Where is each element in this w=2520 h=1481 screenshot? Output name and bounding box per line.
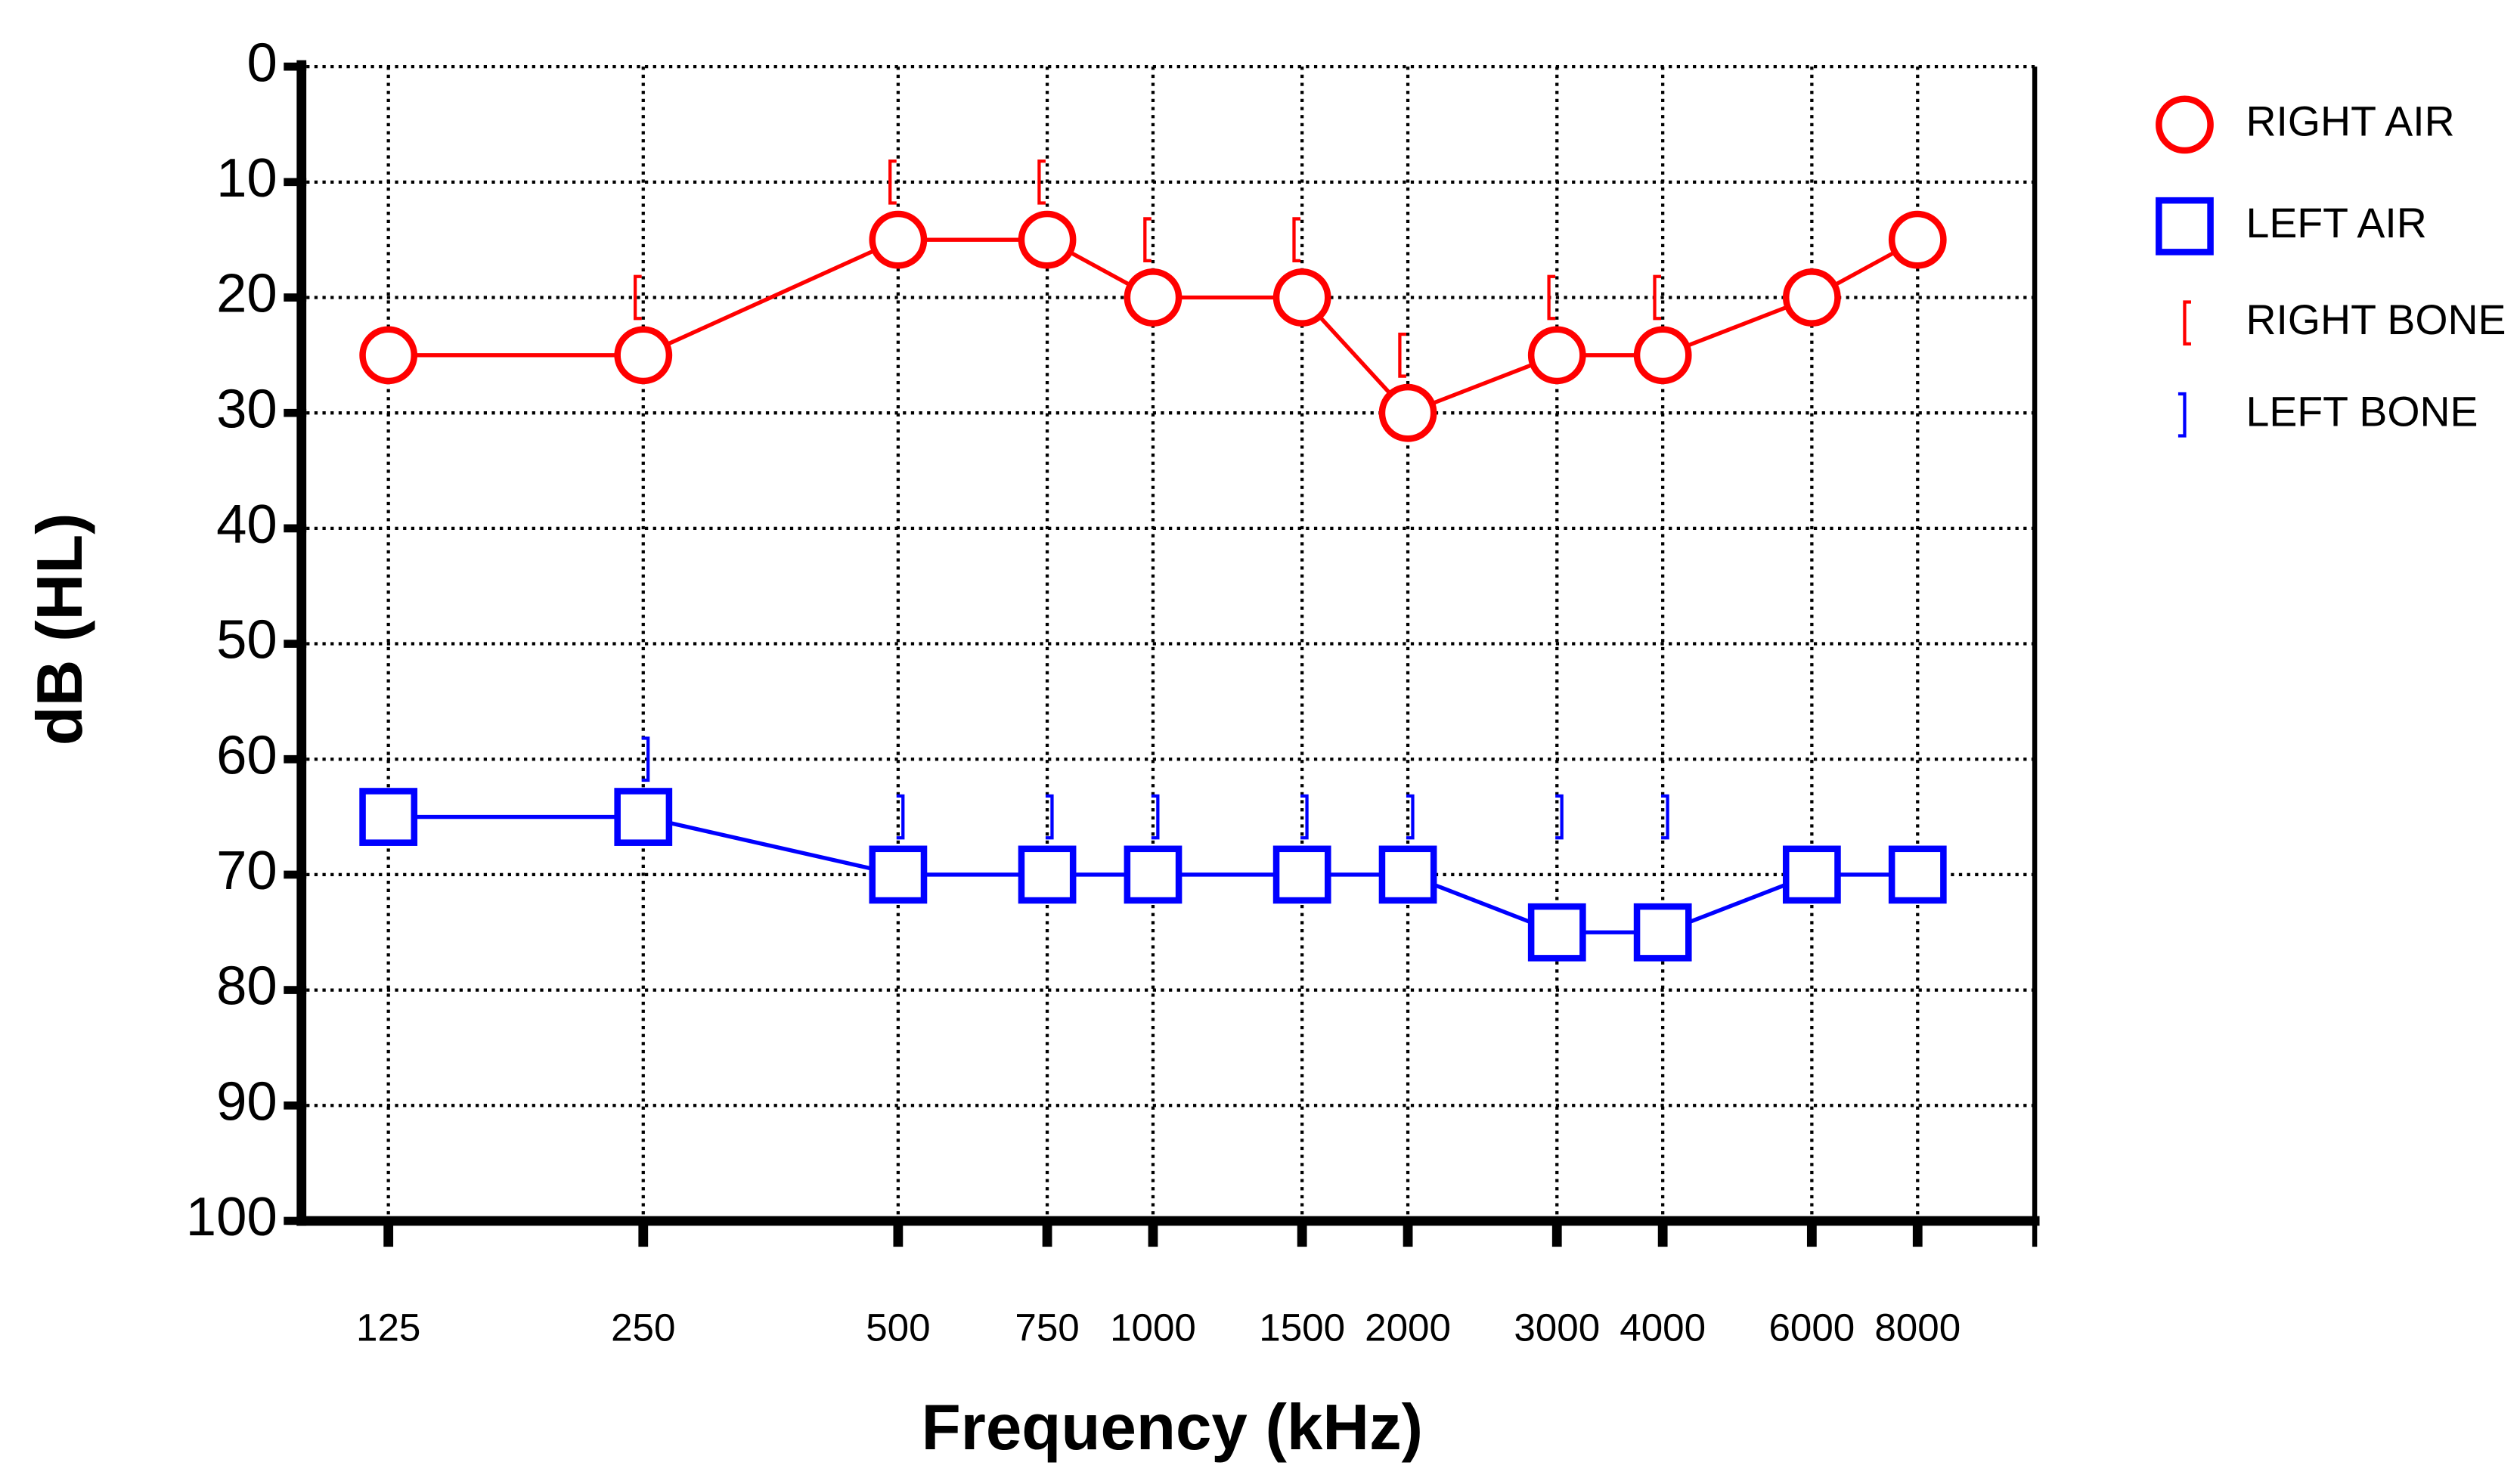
x-tick-label: 6000 [1768, 1306, 1855, 1349]
data-point [641, 736, 650, 782]
x-axis-title: Frequency (kHz) [922, 1392, 1423, 1464]
data-point [1398, 332, 1406, 378]
x-tick-label: 8000 [1874, 1306, 1961, 1349]
data-point [1782, 268, 1841, 327]
legend-marker [2156, 197, 2214, 256]
data-point [1378, 845, 1437, 904]
x-tick-label: 125 [356, 1306, 420, 1349]
data-point [1527, 326, 1586, 385]
legend-label: RIGHT BONE [2246, 296, 2506, 343]
data-point [1272, 268, 1331, 327]
data-point [1888, 845, 1947, 904]
y-tick-label: 10 [216, 147, 277, 209]
x-tick-label: 1000 [1110, 1306, 1196, 1349]
x-tick-label: 1500 [1259, 1306, 1345, 1349]
data-point [1406, 794, 1415, 840]
x-tick-label: 500 [866, 1306, 930, 1349]
data-point [1782, 845, 1841, 904]
data-point [1018, 210, 1077, 269]
data-point [869, 845, 928, 904]
data-point [1292, 217, 1301, 263]
y-tick-label: 80 [216, 956, 277, 1017]
data-point [1378, 383, 1437, 442]
data-point [896, 794, 905, 840]
data-point [1045, 794, 1054, 840]
data-point [1018, 845, 1077, 904]
data-point [614, 326, 673, 385]
data-point [1555, 794, 1564, 840]
data-point [1124, 268, 1183, 327]
y-axis-title: dB (HL) [24, 513, 96, 745]
data-point [1633, 326, 1692, 385]
y-tick-label: 100 [186, 1186, 277, 1247]
data-point [869, 210, 928, 269]
data-point [359, 326, 418, 385]
legend-marker [2156, 95, 2214, 154]
data-point [614, 788, 673, 846]
legend-label: LEFT BONE [2246, 388, 2478, 435]
y-tick-label: 30 [216, 378, 277, 439]
legend-label: LEFT AIR [2246, 200, 2426, 246]
data-point [1272, 845, 1331, 904]
data-point [1527, 903, 1586, 962]
data-point [633, 274, 642, 321]
legend-marker [2183, 300, 2191, 346]
x-tick-label: 2000 [1365, 1306, 1451, 1349]
x-tick-label: 3000 [1514, 1306, 1600, 1349]
x-tick-label: 250 [611, 1306, 675, 1349]
data-point [1300, 794, 1309, 840]
y-tick-label: 40 [216, 494, 277, 555]
data-point [1151, 794, 1160, 840]
y-tick-label: 20 [216, 263, 277, 324]
data-point [1037, 159, 1046, 205]
data-point [1547, 274, 1556, 321]
data-point [1633, 903, 1692, 962]
data-point [1888, 210, 1947, 269]
y-tick-label: 60 [216, 724, 277, 785]
x-tick-label: 750 [1015, 1306, 1079, 1349]
y-tick-label: 90 [216, 1070, 277, 1132]
y-tick-label: 70 [216, 840, 277, 901]
y-tick-label: 50 [216, 609, 277, 671]
data-point [359, 788, 418, 846]
legend-label: RIGHT AIR [2246, 98, 2454, 145]
data-point [1143, 217, 1152, 263]
y-tick-label: 0 [246, 32, 277, 93]
legend-marker [2177, 392, 2187, 438]
data-point [1124, 845, 1183, 904]
data-point [1661, 794, 1669, 840]
data-point [888, 159, 897, 205]
x-tick-label: 4000 [1620, 1306, 1706, 1349]
data-point [1653, 274, 1662, 321]
